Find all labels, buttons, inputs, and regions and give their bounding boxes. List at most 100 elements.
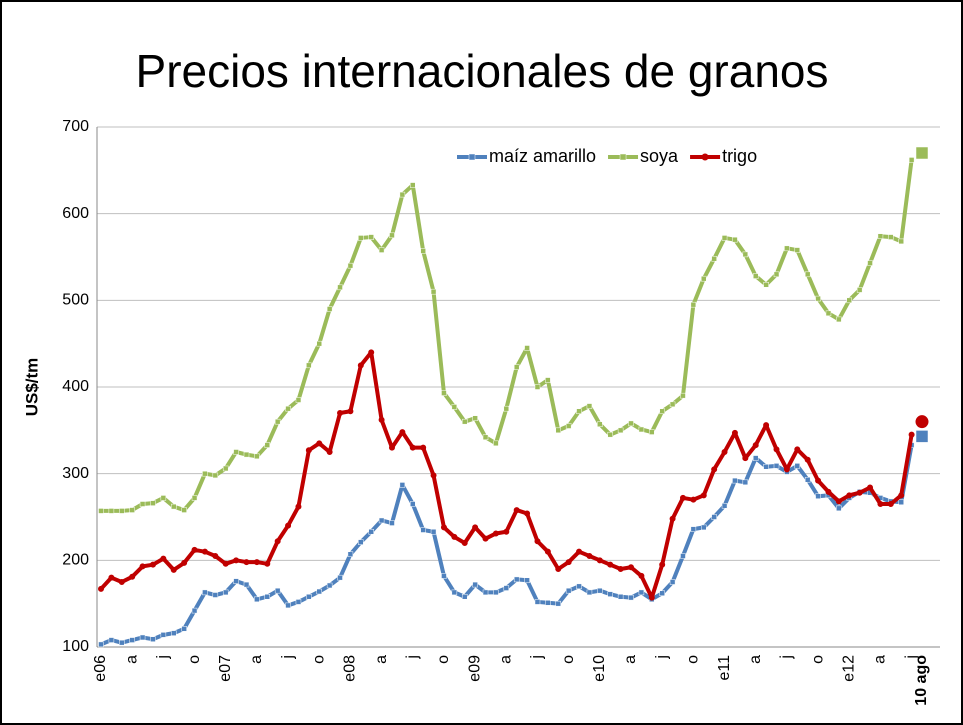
point [576,408,582,415]
point [721,449,728,455]
point [98,641,104,648]
point [503,528,510,535]
point [347,262,354,269]
point [482,434,489,441]
point [264,560,271,567]
point [181,559,188,566]
point [513,576,520,583]
point [119,508,125,514]
point [846,297,853,304]
legend-label: trigo [722,146,757,166]
point [337,410,344,416]
point [773,463,780,469]
point [659,561,666,568]
point [628,594,634,601]
point [285,405,291,412]
point [888,234,894,240]
point [638,426,645,433]
point [212,592,219,598]
point [201,548,208,555]
point [472,415,478,421]
y-tick-label: 600 [62,205,89,222]
point [835,498,842,505]
point [877,501,884,507]
x-tick-label: a [373,655,390,664]
point [690,301,697,308]
point [409,444,416,451]
point [731,429,738,436]
point [306,362,312,369]
point [410,182,416,188]
point [898,492,905,499]
x-tick-label: j [778,655,795,660]
point [534,538,541,545]
highlight-point [915,415,929,429]
x-tick-label: j [903,655,920,660]
point [815,477,822,484]
point [118,579,125,585]
point [139,634,146,641]
point [565,423,572,429]
point [545,377,551,383]
point [763,422,770,429]
point [711,466,718,473]
point [794,247,801,253]
point [701,524,707,531]
point [326,449,333,455]
point [451,533,458,540]
point [680,392,686,399]
point [274,418,281,425]
x-tick-label: e10 [591,655,608,682]
x-tick-label: o [809,655,826,664]
point [170,566,177,573]
point [98,508,104,514]
point [825,310,832,317]
point [493,589,499,596]
highlight-point [915,146,929,160]
point [628,420,634,427]
point [742,479,749,486]
point [763,463,769,470]
y-tick-label: 100 [62,638,89,655]
point [264,442,271,448]
point [815,295,821,302]
point [836,316,842,323]
point [388,444,395,451]
point [108,574,115,581]
point [545,600,551,606]
y-axis-label: US$/tm [22,358,41,417]
point [482,589,489,596]
point [222,560,229,567]
point [430,472,437,479]
point [357,362,364,369]
point [597,421,603,428]
point [503,585,510,591]
point [586,403,593,409]
point [410,501,416,507]
point [368,349,375,356]
point [752,442,759,449]
point [742,455,749,462]
point [160,632,167,638]
point [773,446,780,453]
y-tick-label: 400 [62,378,89,395]
point [856,287,863,293]
point [867,484,874,491]
point [139,563,146,570]
point [690,496,697,503]
point [389,520,395,526]
point [441,573,447,579]
point [368,528,374,535]
point [378,517,385,524]
x-tick-label: 10 ago [913,655,930,706]
point [243,559,250,566]
point [461,418,468,425]
point [326,582,333,589]
point [877,233,884,239]
point [420,527,426,533]
point [378,247,385,253]
point [659,590,665,597]
point [430,288,437,295]
point [160,495,167,501]
point [596,557,603,564]
